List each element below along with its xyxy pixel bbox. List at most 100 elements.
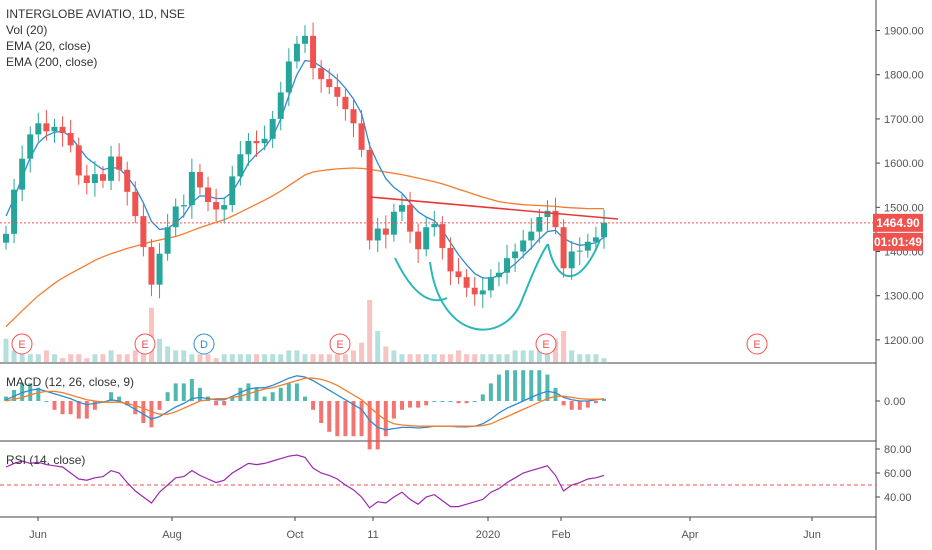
- candle-body: [229, 176, 236, 206]
- countdown-box: [873, 232, 923, 251]
- candle-body: [172, 206, 179, 228]
- candle-body: [99, 174, 106, 181]
- event-marker-circle: [329, 333, 351, 355]
- candle-body: [253, 141, 260, 144]
- legend-ema20[interactable]: EMA (20, close): [6, 39, 91, 53]
- candlestick-series: [3, 22, 607, 309]
- candle-body: [544, 210, 551, 218]
- volume-bar: [318, 354, 324, 362]
- volume-bar: [11, 350, 17, 362]
- price-tick-label: 1900.00: [884, 26, 924, 38]
- candle-body: [205, 187, 212, 203]
- volume-bar: [51, 354, 57, 362]
- rsi-legend: RSI (14, close): [6, 452, 85, 468]
- macd-histogram-bar: [399, 401, 404, 410]
- macd-histogram-bar: [149, 401, 154, 428]
- macd-histogram-bar: [270, 392, 275, 401]
- legend-vol[interactable]: Vol (20): [6, 23, 48, 37]
- volume-bar: [399, 354, 405, 362]
- volume-bar: [245, 354, 251, 362]
- candle-body: [576, 250, 583, 252]
- macd-histogram-bar: [464, 401, 469, 404]
- candle-body: [180, 205, 187, 207]
- macd-histogram-bar: [424, 401, 429, 406]
- candle-body: [334, 87, 341, 97]
- macd-histogram-bar: [553, 387, 558, 401]
- macd-histogram-bar: [214, 401, 219, 406]
- candle-body: [504, 258, 511, 273]
- volume-bar: [229, 354, 235, 362]
- macd-histogram-bar: [197, 387, 202, 401]
- macd-histogram-bar: [238, 387, 243, 401]
- volume-bar: [407, 354, 413, 362]
- candle-body: [108, 156, 115, 181]
- last-price-box: [873, 213, 923, 232]
- candle-body: [374, 228, 381, 241]
- legend-ema200[interactable]: EMA (200, close): [6, 55, 98, 69]
- macd-histogram-bar: [141, 401, 146, 423]
- main-legend: INTERGLOBE AVIATIO, 1D, NSE Vol (20) EMA…: [6, 6, 185, 70]
- macd-histogram-bar: [408, 401, 413, 408]
- event-marker-circle: [746, 333, 768, 355]
- candle-body: [342, 96, 349, 110]
- macd-histogram-bar: [416, 401, 421, 408]
- signal-line: [5, 377, 604, 427]
- volume-bar: [197, 354, 203, 362]
- macd-histogram-bar: [359, 401, 364, 437]
- time-tick-label: 2020: [476, 529, 500, 541]
- volume-bar: [302, 354, 308, 362]
- macd-histogram-bar: [496, 374, 501, 401]
- volume-bar: [92, 354, 98, 362]
- volume-bar: [553, 338, 559, 362]
- macd-histogram-bar: [448, 401, 453, 402]
- volume-bar: [205, 354, 211, 362]
- rsi-tick-label: 80.00: [884, 444, 912, 456]
- macd-histogram-bar: [52, 401, 57, 410]
- cup-right-handle: [547, 239, 601, 277]
- macd-histogram-bar: [521, 370, 526, 401]
- volume-bar: [84, 358, 90, 362]
- macd-histogram-bar: [561, 401, 566, 406]
- volume-bar: [262, 354, 268, 362]
- candle-body: [156, 253, 163, 285]
- volume-bar: [528, 350, 534, 362]
- legend-macd[interactable]: MACD (12, 26, close, 9): [6, 375, 135, 389]
- candle-body: [245, 141, 252, 155]
- volume-bar: [76, 354, 82, 362]
- legend-rsi[interactable]: RSI (14, close): [6, 453, 86, 467]
- candle-body: [293, 43, 300, 62]
- candle-body: [512, 251, 519, 259]
- macd-histogram-bar: [472, 401, 477, 402]
- cup-pattern-overlay: [394, 239, 601, 331]
- macd-legend: MACD (12, 26, close, 9): [6, 374, 134, 390]
- macd-histogram-bar: [254, 387, 259, 401]
- macd-histogram-bar: [157, 401, 162, 410]
- candle-body: [487, 277, 494, 291]
- event-marker-label: E: [336, 339, 343, 351]
- macd-histogram-bar: [109, 392, 114, 401]
- symbol-title[interactable]: INTERGLOBE AVIATIO, 1D, NSE: [6, 7, 185, 21]
- volume-bar: [124, 354, 130, 362]
- resistance-trendline: [369, 196, 619, 220]
- time-tick-label: 11: [367, 529, 378, 541]
- macd-histogram-bar: [294, 383, 299, 401]
- volume-bar: [100, 354, 106, 362]
- time-tick-label: Jun: [803, 529, 821, 541]
- macd-histogram-bar: [4, 396, 8, 401]
- event-marker-label: D: [200, 339, 208, 351]
- macd-histogram-bar: [440, 401, 445, 402]
- volume-bar: [278, 354, 284, 362]
- candle-body: [285, 61, 292, 93]
- volume-bar: [3, 338, 9, 362]
- volume-bar: [488, 354, 494, 362]
- candle-body: [27, 134, 34, 159]
- candle-body: [495, 272, 502, 278]
- candle-body: [164, 227, 171, 254]
- macd-histogram-bar: [513, 370, 518, 401]
- macd-histogram-bar: [391, 401, 396, 419]
- volume-bar: [237, 354, 243, 362]
- candle-body: [75, 145, 82, 176]
- candle-body: [11, 189, 18, 234]
- volume-bar: [350, 350, 356, 362]
